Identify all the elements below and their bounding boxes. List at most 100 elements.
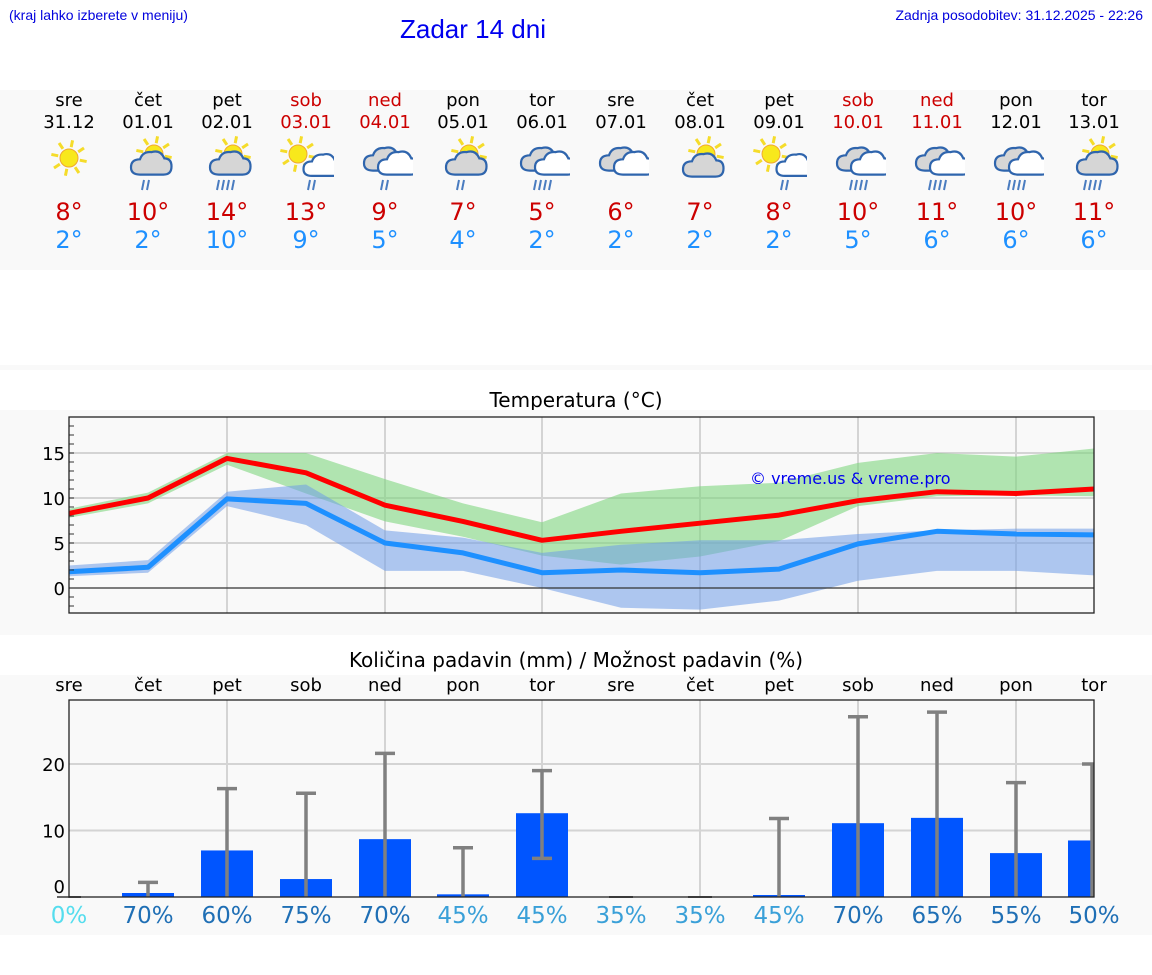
day-date: 08.01 [674,112,726,133]
max-temperature: 10° [126,198,170,226]
precip-bar [1068,840,1094,897]
y-tick-label: 10 [42,822,65,843]
y-tick-label: 10 [42,489,65,510]
precip-chance-label: 45% [437,903,489,929]
day-date: 10.01 [832,112,884,133]
precip-day-label: sre [607,675,635,696]
precip-day-label: sob [842,675,874,696]
day-name: sre [607,90,635,111]
day-date: 12.01 [990,112,1042,133]
day-date: 01.01 [122,112,174,133]
sun-cloud-light-rain-icon [120,136,176,196]
temperature-chart: 0 5 10 15 © vreme.us & vreme.pro [42,416,1095,614]
day-name: sob [290,90,322,111]
max-temperature: 8° [765,198,793,226]
precip-chance-label: 0% [50,903,88,929]
precip-chance-label: 70% [359,903,411,929]
max-temperature: 7° [449,198,477,226]
overcast-light-rain-icon [357,136,420,196]
max-temperature: 10° [994,198,1038,226]
precip-chance-label: 55% [990,903,1042,929]
max-temperature: 8° [55,198,83,226]
sun-cloud-rain-icon [1066,136,1122,196]
overcast-rain-icon [514,136,577,196]
min-temperature: 5° [371,226,399,254]
precip-day-label: pon [999,675,1033,696]
min-temperature: 4° [449,226,477,254]
precip-day-label: tor [529,675,555,696]
day-name: pon [446,90,480,111]
max-temperature: 5° [528,198,556,226]
daily-forecast-band [0,90,1152,270]
min-temperature: 9° [292,226,320,254]
day-date: 13.01 [1068,112,1120,133]
precipitation-chart-title: Količina padavin (mm) / Možnost padavin … [348,648,804,672]
min-temperature: 2° [765,226,793,254]
precip-chance-label: 35% [595,903,647,929]
min-temperature: 2° [528,226,556,254]
precip-day-label: čet [133,675,163,696]
precipitation-chart: 0 10 20 [42,699,1095,898]
precip-day-label: čet [685,675,715,696]
precip-day-label: pon [446,675,480,696]
max-temperature: 11° [1072,198,1116,226]
day-name: sob [842,90,874,111]
sun-cloud-rain-icon [199,136,255,196]
precip-day-label: tor [1081,675,1107,696]
min-temperature: 2° [607,226,635,254]
sun-cloud-light-rain-icon [435,136,491,196]
y-tick-label: 0 [54,579,65,600]
day-name: tor [529,90,555,111]
y-tick-label: 15 [42,444,65,465]
precip-chance-label: 60% [201,903,253,929]
sun-icon [41,136,97,196]
location-menu-hint: (kraj lahko izberete v meniju) [9,7,188,23]
max-temperature: 6° [607,198,635,226]
max-temperature: 13° [284,198,328,226]
day-date: 06.01 [516,112,568,133]
day-name: pet [764,90,794,111]
min-temperature: 2° [55,226,83,254]
day-date: 31.12 [43,112,95,133]
precip-chance-label: 70% [122,903,174,929]
max-temperature: 11° [915,198,959,226]
sun-white-cloud-light-rain-icon [278,136,343,196]
y-tick-label: 20 [42,755,65,776]
day-date: 02.01 [201,112,253,133]
day-name: pet [212,90,242,111]
precip-chance-label: 75% [280,903,332,929]
precip-day-label: ned [920,675,954,696]
day-name: čet [133,90,163,111]
day-date: 09.01 [753,112,805,133]
precip-chance-label: 35% [674,903,726,929]
day-date: 05.01 [437,112,489,133]
y-tick-label: 0 [54,877,65,898]
max-temperature: 9° [371,198,399,226]
day-date: 11.01 [911,112,963,133]
day-date: 03.01 [280,112,332,133]
min-temperature: 6° [1080,226,1108,254]
day-name: tor [1081,90,1107,111]
day-name: pon [999,90,1033,111]
precip-chance-label: 65% [911,903,963,929]
max-temperature: 7° [686,198,714,226]
day-date: 07.01 [595,112,647,133]
watermark: © vreme.us & vreme.pro [750,469,951,488]
precip-chance-label: 70% [832,903,884,929]
precip-day-label: ned [368,675,402,696]
day-name: ned [920,90,954,111]
day-date: 04.01 [359,112,411,133]
day-name: ned [368,90,402,111]
min-temperature: 6° [1002,226,1030,254]
section-separator [0,365,1152,370]
overcast-rain-icon [988,136,1051,196]
sun-cloud-icon [672,136,728,196]
sun-white-cloud-light-rain-icon [751,136,816,196]
overcast-rain-icon [830,136,893,196]
precip-chance-label: 45% [516,903,568,929]
min-temperature: 5° [844,226,872,254]
precip-chance-label: 50% [1068,903,1120,929]
overcast-rain-icon [909,136,972,196]
precip-chance-label: 45% [753,903,805,929]
min-temperature: 2° [686,226,714,254]
